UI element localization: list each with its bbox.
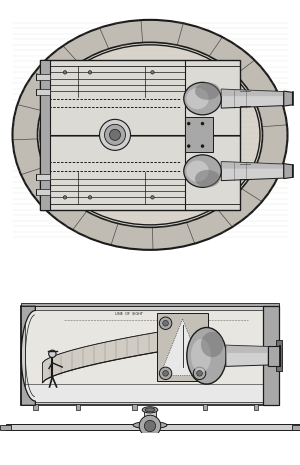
Circle shape [63,71,67,74]
Text: alamy - 2Y3BYMB: alamy - 2Y3BYMB [115,450,185,459]
Circle shape [144,420,156,432]
Circle shape [193,367,206,379]
Polygon shape [221,89,284,96]
Bar [21,306,279,405]
Ellipse shape [191,339,211,373]
Bar [276,340,282,372]
Circle shape [159,367,172,379]
Circle shape [110,129,121,140]
Bar [40,60,240,210]
Bar [36,189,50,195]
Polygon shape [226,345,268,353]
Bar [263,306,279,405]
Bar [6,424,300,430]
Circle shape [151,196,154,199]
Bar [25,310,275,402]
Circle shape [159,317,172,330]
Bar [0,425,11,430]
Polygon shape [21,306,35,405]
Ellipse shape [195,170,220,187]
Circle shape [151,71,154,74]
Polygon shape [284,164,292,179]
Ellipse shape [133,422,167,429]
Bar [292,425,300,430]
Bar [254,405,258,410]
Ellipse shape [201,332,224,357]
Circle shape [88,71,92,74]
Circle shape [187,144,190,148]
Circle shape [88,196,92,199]
Circle shape [197,371,203,376]
Bar [36,89,50,95]
Circle shape [163,371,168,376]
Bar [21,303,279,306]
Bar [33,405,38,410]
Bar [76,405,80,410]
Bar [25,384,275,402]
Circle shape [201,144,204,148]
Ellipse shape [38,42,262,227]
Polygon shape [221,162,284,169]
Circle shape [201,122,204,126]
Ellipse shape [184,82,221,115]
Circle shape [163,320,168,326]
Polygon shape [284,91,292,106]
Circle shape [139,415,161,437]
Bar [203,405,208,410]
Circle shape [187,122,190,126]
Ellipse shape [187,327,226,384]
Text: LINE  OF  SIGHT: LINE OF SIGHT [115,312,143,316]
Polygon shape [160,319,205,376]
Bar [144,410,156,425]
Bar [157,313,208,381]
Ellipse shape [142,407,158,413]
Ellipse shape [186,88,209,109]
Bar [36,174,50,180]
Polygon shape [43,329,177,383]
Polygon shape [226,345,268,366]
Circle shape [63,196,67,199]
Bar [268,346,280,365]
Bar [36,74,50,80]
Bar [132,405,137,410]
Ellipse shape [184,155,221,187]
Ellipse shape [145,408,155,412]
Circle shape [49,350,56,358]
Bar [40,60,50,210]
Bar [185,117,212,153]
Circle shape [100,120,130,150]
Polygon shape [221,89,284,108]
Ellipse shape [195,82,220,100]
Circle shape [104,124,125,146]
Ellipse shape [186,160,209,182]
Ellipse shape [13,20,287,250]
Polygon shape [221,162,284,180]
